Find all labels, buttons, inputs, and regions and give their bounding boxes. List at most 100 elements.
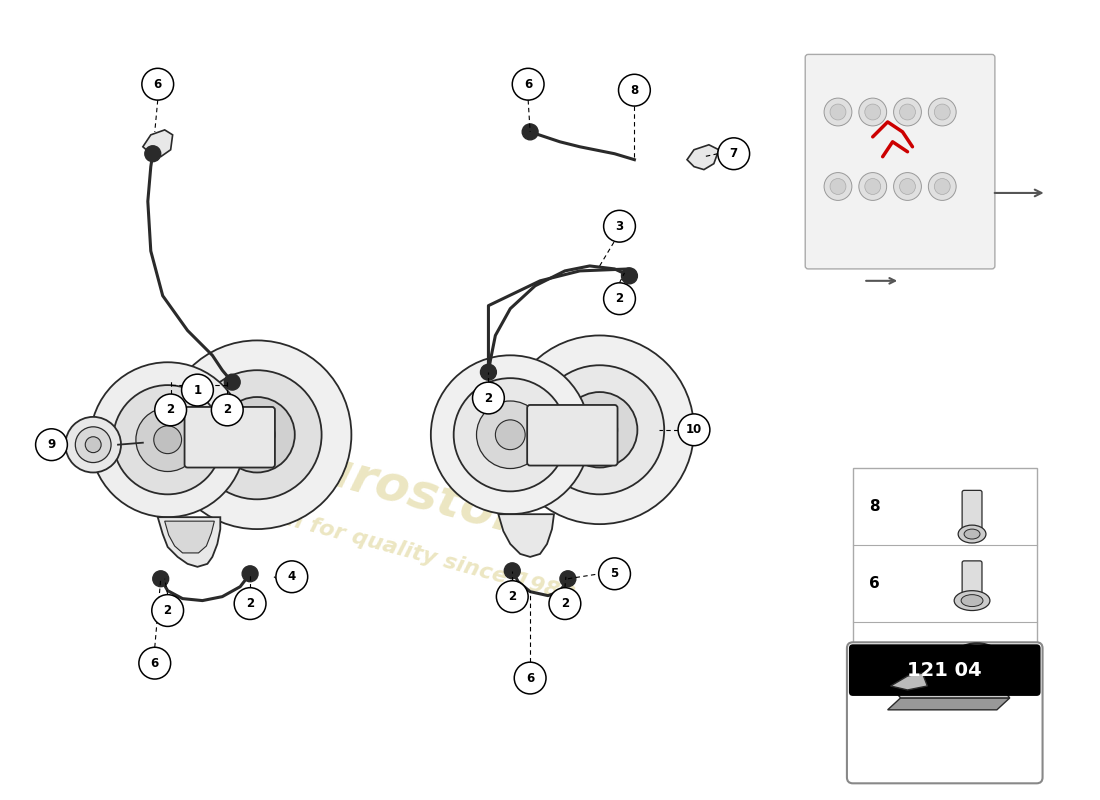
Ellipse shape [954, 590, 990, 610]
Circle shape [476, 401, 544, 469]
Text: 121 04: 121 04 [908, 661, 982, 680]
Circle shape [718, 138, 749, 170]
Ellipse shape [952, 643, 1003, 679]
Polygon shape [888, 698, 1010, 710]
Circle shape [598, 558, 630, 590]
Text: 10: 10 [686, 423, 702, 436]
Circle shape [560, 571, 575, 586]
Circle shape [431, 355, 590, 514]
Circle shape [824, 173, 851, 200]
Ellipse shape [964, 529, 980, 539]
Circle shape [90, 362, 245, 517]
Circle shape [522, 124, 538, 140]
Circle shape [154, 426, 182, 454]
Text: 4: 4 [288, 570, 296, 583]
Circle shape [136, 408, 199, 471]
Circle shape [934, 178, 950, 194]
Circle shape [865, 178, 881, 194]
FancyBboxPatch shape [962, 490, 982, 536]
Circle shape [934, 104, 950, 120]
Circle shape [145, 146, 161, 162]
Ellipse shape [958, 525, 986, 543]
Text: 1: 1 [194, 383, 201, 397]
Circle shape [139, 647, 170, 679]
Circle shape [893, 98, 922, 126]
Circle shape [211, 394, 243, 426]
Circle shape [513, 68, 544, 100]
Polygon shape [688, 145, 718, 170]
Text: 6: 6 [154, 78, 162, 90]
Circle shape [928, 98, 956, 126]
Circle shape [473, 382, 504, 414]
Text: 8: 8 [630, 84, 638, 97]
Text: 2: 2 [616, 292, 624, 306]
FancyBboxPatch shape [185, 407, 275, 467]
Text: eurostor: eurostor [278, 435, 524, 544]
Circle shape [155, 394, 187, 426]
Text: 6: 6 [151, 657, 158, 670]
Circle shape [142, 68, 174, 100]
Circle shape [604, 283, 636, 314]
Circle shape [75, 427, 111, 462]
Text: a passion for quality since 1988: a passion for quality since 1988 [186, 482, 578, 606]
Polygon shape [165, 521, 214, 553]
Text: 3: 3 [616, 220, 624, 233]
Circle shape [604, 210, 636, 242]
Circle shape [830, 104, 846, 120]
Circle shape [239, 417, 275, 453]
Text: 7: 7 [729, 147, 738, 160]
Text: 2: 2 [508, 590, 516, 603]
Circle shape [618, 74, 650, 106]
Circle shape [192, 370, 321, 499]
Polygon shape [157, 517, 220, 567]
Circle shape [495, 420, 525, 450]
Circle shape [242, 566, 258, 582]
Circle shape [152, 594, 184, 626]
Circle shape [900, 104, 915, 120]
Circle shape [163, 341, 351, 529]
Ellipse shape [960, 650, 994, 672]
Circle shape [678, 414, 710, 446]
Circle shape [830, 178, 846, 194]
Circle shape [865, 104, 881, 120]
FancyBboxPatch shape [527, 405, 617, 466]
Circle shape [504, 563, 520, 578]
Circle shape [276, 561, 308, 593]
Circle shape [113, 385, 222, 494]
Circle shape [35, 429, 67, 461]
FancyBboxPatch shape [849, 644, 1041, 696]
Polygon shape [891, 686, 1010, 698]
Circle shape [224, 374, 240, 390]
Text: 2: 2 [561, 597, 569, 610]
FancyBboxPatch shape [805, 54, 994, 269]
FancyBboxPatch shape [962, 561, 982, 602]
Text: 6: 6 [526, 671, 535, 685]
Ellipse shape [961, 594, 983, 606]
Circle shape [153, 571, 168, 586]
Circle shape [496, 581, 528, 613]
Text: 2: 2 [869, 654, 880, 669]
Circle shape [182, 374, 213, 406]
Circle shape [562, 392, 637, 467]
Circle shape [515, 662, 546, 694]
Circle shape [453, 378, 566, 491]
Text: 6: 6 [869, 576, 880, 591]
Circle shape [824, 98, 851, 126]
Polygon shape [498, 514, 554, 557]
Circle shape [234, 588, 266, 619]
Text: 2: 2 [484, 391, 493, 405]
Text: 2: 2 [164, 604, 172, 617]
Text: 8: 8 [869, 498, 880, 514]
Circle shape [621, 268, 637, 284]
Circle shape [219, 397, 295, 473]
Circle shape [65, 417, 121, 473]
Circle shape [859, 98, 887, 126]
Text: 2: 2 [166, 403, 175, 417]
Circle shape [505, 335, 694, 524]
Polygon shape [891, 673, 927, 690]
Circle shape [535, 366, 664, 494]
Circle shape [86, 437, 101, 453]
Circle shape [900, 178, 915, 194]
Circle shape [893, 173, 922, 200]
Text: 5: 5 [610, 567, 618, 580]
